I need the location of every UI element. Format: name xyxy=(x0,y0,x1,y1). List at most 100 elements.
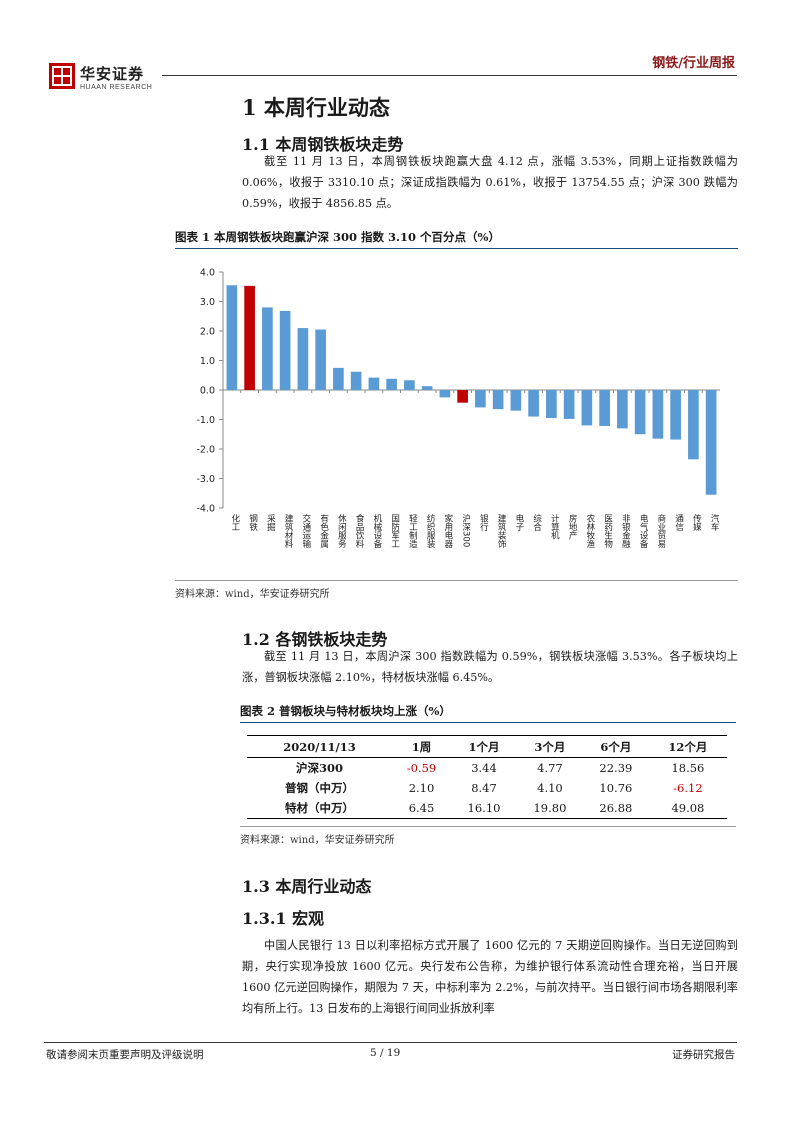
bar-国防军工 xyxy=(386,378,397,390)
x-tick-label: 建筑装饰 xyxy=(496,513,506,549)
x-tick-label: 建筑材料 xyxy=(283,513,293,549)
y-tick-label: 3.0 xyxy=(200,297,215,308)
x-tick-label: 非银金融 xyxy=(620,513,630,549)
figure2-title: 图表 2 普钢板块与特材板块均上涨（%） xyxy=(240,703,736,723)
performance-table: 2020/11/13 1周 1个月 3个月 6个月 12个月 沪深300 -0.… xyxy=(247,735,727,819)
bar-有色金属 xyxy=(315,329,326,390)
x-tick-label: 家用电器 xyxy=(443,513,453,549)
page-number: 5 / 19 xyxy=(370,1047,401,1059)
y-tick-label: 1.0 xyxy=(200,356,215,367)
subsection-title-1-2: 1.2 各钢铁板块走势 xyxy=(242,630,388,649)
table-header-cell: 6个月 xyxy=(582,735,649,758)
table-cell: 6.45 xyxy=(391,798,452,819)
bar-房地产 xyxy=(563,390,575,419)
bar-沪深300 xyxy=(457,390,468,403)
table-cell: 19.80 xyxy=(516,798,583,819)
bar-非银金融 xyxy=(617,390,628,429)
row-label: 普钢（中万） xyxy=(284,781,354,795)
y-tick-label: 2.0 xyxy=(200,327,215,338)
y-tick-label: -3.0 xyxy=(196,474,215,485)
bar-医药生物 xyxy=(599,390,610,426)
x-tick-label: 化工 xyxy=(230,513,240,531)
figure1-title: 图表 1 本周钢铁板块跑赢沪深 300 指数 3.10 个百分点（%） xyxy=(175,229,738,249)
table-header-cell: 1个月 xyxy=(451,735,517,758)
paragraph-text: 截至 11 月 13 日，本周沪深 300 指数跌幅为 0.59%，钢铁板块涨幅… xyxy=(242,650,738,684)
figure2-source: 资料来源：wind，华安证券研究所 xyxy=(240,835,395,846)
bar-综合 xyxy=(528,390,539,417)
table-cell: -6.12 xyxy=(673,781,703,795)
figure1-source-divider xyxy=(175,580,738,581)
bar-交通运输 xyxy=(297,328,309,390)
bar-家用电器 xyxy=(439,390,451,398)
table-cell: 4.10 xyxy=(537,781,563,795)
figure2-source-divider xyxy=(240,826,736,827)
y-tick-label: -4.0 xyxy=(196,504,215,515)
x-tick-label: 沪深300 xyxy=(461,513,471,547)
x-tick-label: 汽车 xyxy=(709,513,719,532)
bar-商业贸易 xyxy=(652,390,664,439)
bar-建筑装饰 xyxy=(492,390,504,410)
table-header-cell: 3个月 xyxy=(516,735,583,758)
x-tick-label: 商业贸易 xyxy=(656,513,666,549)
x-tick-label: 采掘 xyxy=(265,513,275,532)
header-divider xyxy=(162,75,737,76)
table-cell: 10.76 xyxy=(599,781,633,795)
table-row: 特材（中万） 6.45 16.10 19.80 26.88 49.08 xyxy=(247,798,727,819)
bar-机械设备 xyxy=(368,377,380,390)
bar-电子 xyxy=(510,390,522,411)
bar-农林牧渔 xyxy=(581,390,593,426)
table-cell: 3.44 xyxy=(471,761,497,775)
x-tick-label: 交通运输 xyxy=(301,513,311,549)
table-header-cell: 1周 xyxy=(391,735,452,758)
row-label: 特材（中万） xyxy=(247,798,392,819)
bar-电气设备 xyxy=(634,390,646,435)
table-cell: -0.59 xyxy=(406,761,437,775)
table-cell: 26.88 xyxy=(582,798,649,819)
table-header-cell: 12个月 xyxy=(648,735,727,758)
x-tick-label: 银行 xyxy=(478,513,488,532)
bar-纺织服装 xyxy=(421,386,433,390)
table-cell: 18.56 xyxy=(671,761,705,775)
company-subtitle: HUAAN RESEARCH xyxy=(80,84,153,91)
paragraph-1-1: 截至 11 月 13 日，本周钢铁板块跑赢大盘 4.12 点，涨幅 3.53%，… xyxy=(242,151,738,214)
x-tick-label: 国防军工 xyxy=(390,514,400,548)
x-tick-label: 轻工制造 xyxy=(407,513,417,549)
x-tick-label: 休闲服务 xyxy=(336,513,346,549)
subsection-title-1-1: 1.1 本周钢铁板块走势 xyxy=(242,135,404,154)
x-tick-label: 纺织服装 xyxy=(425,513,435,549)
table-row: 沪深300 -0.59 3.44 4.77 22.39 18.56 xyxy=(247,758,727,779)
table-cell: 8.47 xyxy=(471,781,497,795)
bar-化工 xyxy=(226,285,238,390)
x-tick-label: 计算机 xyxy=(549,513,559,540)
table-cell: 22.39 xyxy=(599,761,633,775)
bar-汽车 xyxy=(705,390,717,495)
table-cell: 49.08 xyxy=(648,798,727,819)
x-tick-label: 机械设备 xyxy=(372,513,382,549)
bar-通信 xyxy=(670,390,681,440)
row-label: 沪深300 xyxy=(295,761,343,775)
y-tick-label: 0.0 xyxy=(200,386,215,397)
y-tick-label: -2.0 xyxy=(196,445,215,456)
table-cell: 4.77 xyxy=(537,761,563,775)
y-tick-label: 4.0 xyxy=(200,268,215,279)
bar-建筑材料 xyxy=(279,310,291,390)
x-tick-label: 综合 xyxy=(532,513,542,532)
bar-传媒 xyxy=(688,390,699,460)
y-tick-label: -1.0 xyxy=(196,415,215,426)
bar-食品饮料 xyxy=(350,371,362,390)
x-tick-label: 房地产 xyxy=(567,513,577,540)
bar-银行 xyxy=(475,390,486,408)
table-row: 普钢（中万） 2.10 8.47 4.10 10.76 -6.12 xyxy=(247,778,727,798)
table-cell: 16.10 xyxy=(451,798,517,819)
footer-report-label: 证券研究报告 xyxy=(672,1049,735,1061)
table-header-row: 2020/11/13 1周 1个月 3个月 6个月 12个月 xyxy=(247,735,727,758)
bar-钢铁 xyxy=(244,285,255,390)
paragraph-1-3-1: 中国人民银行 13 日以利率招标方式开展了 1600 亿元的 7 天期逆回购操作… xyxy=(242,935,738,1019)
footer-disclaimer: 敬请参阅末页重要声明及评级说明 xyxy=(46,1049,204,1061)
x-tick-label: 有色金属 xyxy=(319,513,329,549)
x-tick-label: 医药生物 xyxy=(603,514,613,549)
table-header-cell: 2020/11/13 xyxy=(247,735,392,758)
x-tick-label: 电子 xyxy=(514,513,524,531)
bar-计算机 xyxy=(546,390,557,419)
x-tick-label: 农林牧渔 xyxy=(585,513,595,548)
